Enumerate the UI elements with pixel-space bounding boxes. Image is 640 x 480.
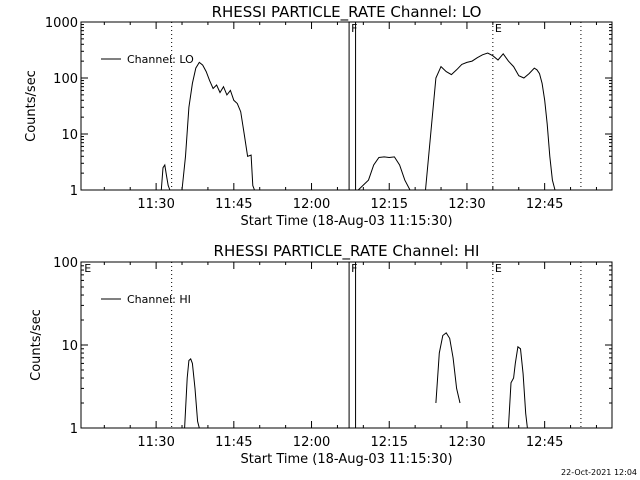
y-tick-label: 100 <box>53 256 78 271</box>
y-tick-label: 1000 <box>45 16 78 31</box>
series-line-segment <box>507 345 528 429</box>
x-tick-label: 12:15 <box>371 197 408 212</box>
x-tick-label: 11:45 <box>215 435 252 450</box>
x-axis-label: Start Time (18-Aug-03 11:15:30) <box>240 214 452 229</box>
series-line-segment <box>357 156 411 191</box>
event-marker-label: F <box>351 262 357 275</box>
series-line-segment <box>425 52 556 191</box>
x-tick-label: 12:00 <box>293 197 330 212</box>
x-tick-label: 11:30 <box>137 435 174 450</box>
panels: RHESSI PARTICLE_RATE Channel: LOF E11:30 1… <box>24 3 613 467</box>
y-tick-label: 10 <box>61 339 78 354</box>
y-tick-label: 10 <box>61 128 78 143</box>
series-line-segment <box>184 358 200 429</box>
x-tick-label: 12:00 <box>293 435 330 450</box>
series-line-segment <box>160 163 171 191</box>
x-tick-label: 12:15 <box>371 435 408 450</box>
chart-title: RHESSI PARTICLE_RATE Channel: LO <box>212 3 482 22</box>
legend-label: Channel: LO <box>127 53 194 66</box>
series-line-segment <box>181 61 255 191</box>
chart-panel-lo: RHESSI PARTICLE_RATE Channel: LOF E 11:30 1… <box>24 3 613 229</box>
x-tick-label: 12:45 <box>526 197 563 212</box>
x-tick-label: 12:30 <box>448 197 485 212</box>
x-tick-label: 12:30 <box>448 435 485 450</box>
y-axis-label: Counts/sec <box>29 309 44 381</box>
y-tick-label: 1 <box>70 184 78 199</box>
plot-frame <box>80 21 613 191</box>
x-axis-label: Start Time (18-Aug-03 11:15:30) <box>240 452 452 467</box>
y-tick-label: 1 <box>70 422 78 437</box>
event-marker-label: E <box>495 22 502 35</box>
x-tick-label: 12:45 <box>526 435 563 450</box>
chart-title: RHESSI PARTICLE_RATE Channel: HI <box>214 242 480 261</box>
event-marker-label: F <box>351 22 357 35</box>
x-tick-label: 11:45 <box>215 197 252 212</box>
x-tick-label: 11:30 <box>137 197 174 212</box>
y-tick-label: 100 <box>53 72 78 87</box>
legend-label: Channel: HI <box>127 293 191 306</box>
event-marker-label: E <box>84 262 91 275</box>
y-axis-label: Counts/sec <box>24 70 39 142</box>
chart-panel-hi: RHESSI PARTICLE_RATE Channel: HI E F E 11:30… <box>29 242 613 467</box>
series-line-segment <box>435 332 461 404</box>
event-marker-label: E <box>495 262 502 275</box>
generation-timestamp: 22-Oct-2021 12:04 <box>561 468 637 477</box>
